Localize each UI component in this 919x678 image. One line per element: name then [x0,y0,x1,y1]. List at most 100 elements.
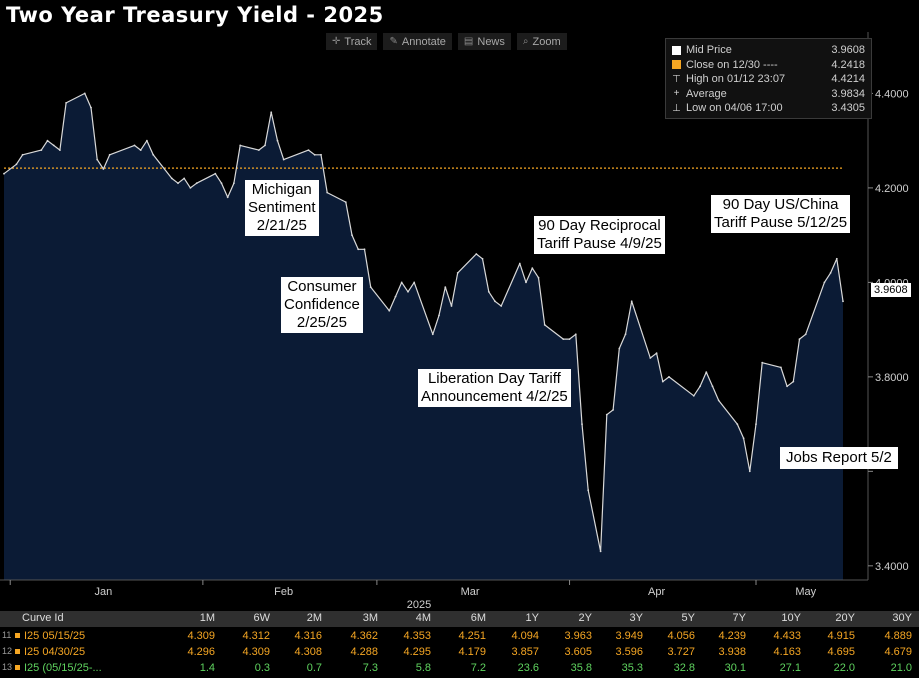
table-cell: 4.316 [294,630,322,642]
data-point [537,276,540,279]
data-point [661,380,664,383]
data-point [276,139,279,142]
data-point [52,144,55,147]
data-point [450,305,453,307]
data-point [195,182,198,185]
legend-swatch [672,45,681,55]
toolbar-zoom-button[interactable]: ⌕ Zoom [516,33,567,50]
data-point [605,413,608,416]
legend-row: Close on 12/30 ---- 4.2418 [672,58,865,72]
y-tick-label: 3.8000 [875,372,909,384]
table-cell: 4.056 [667,630,695,642]
table-cell: 7.2 [470,662,486,674]
data-point [270,111,273,114]
table-cell: 4.889 [884,630,912,642]
table-row[interactable]: 11 I25 05/15/25 4.309 4.312 4.316 4.362 4.353 4… [0,629,919,644]
table-cell: 4.094 [511,630,539,642]
data-point [21,153,24,156]
data-point [326,191,329,194]
data-point [630,300,633,303]
x-tick-label: May [795,586,816,598]
data-point [146,139,148,142]
data-point [786,385,788,388]
table-header-cell: 10Y [781,612,801,624]
data-point [400,281,403,284]
table-cell: 4.309 [242,646,270,658]
data-point [369,286,372,288]
legend-label: Average [686,87,727,100]
data-point [133,144,136,147]
data-point [487,290,490,293]
data-point [444,286,447,288]
toolbar-label: Zoom [532,35,561,48]
legend-value: 3.4305 [831,102,865,114]
data-point [599,550,602,553]
toolbar-news-button[interactable]: ▤ News [457,33,511,50]
table-cell: 4.308 [294,646,322,658]
table-header-cell: 2M [306,612,322,624]
data-point [668,376,670,378]
data-point [189,187,192,189]
toolbar-label: Annotate [401,35,446,48]
table-cell: 30.1 [724,662,746,674]
data-point [264,144,266,147]
data-point [357,248,360,251]
table-cell: I25 04/30/25 [24,646,86,658]
data-point [829,272,832,274]
data-point [568,338,571,340]
table-cell: 4.679 [884,646,912,658]
table-cell: I25 05/15/25 [24,630,86,642]
legend-label: High on 01/12 23:07 [686,73,786,85]
table-cell: 35.8 [570,662,592,674]
table-header-cell: 3Y [629,612,643,624]
data-point [649,357,652,359]
data-point [624,333,627,336]
last-value-badge: 3.9608 [871,283,911,297]
table-cell: 4.312 [242,630,270,642]
table-row[interactable]: 12 I25 04/30/25 4.296 4.309 4.308 4.288 4.295 4… [0,645,919,660]
table-cell: 3.596 [615,646,643,658]
data-point [257,149,260,152]
data-point [307,149,310,152]
data-point [543,324,546,326]
toolbar-annotate-button[interactable]: ✎ Annotate [383,33,452,50]
data-point [65,102,67,104]
chart-canvas[interactable]: 4.40004.20004.00003.80003.4000JanFebMarA… [0,0,919,610]
data-point [233,182,235,185]
data-point [581,423,583,425]
pencil-icon: ✎ [389,36,398,47]
data-point [475,253,478,255]
data-point [183,177,186,180]
data-point [804,333,807,336]
table-cell: 4.179 [458,646,486,658]
data-point [655,352,658,355]
table-cell: 0.3 [254,662,270,674]
table-cell: 0.7 [306,662,322,674]
data-point [239,144,242,147]
chart-toolbar: ✛ Track ✎ Annotate ▤ News ⌕ Zoom [326,33,567,50]
data-point [177,182,179,185]
table-cell: 4.309 [187,630,215,642]
data-point [755,423,757,425]
toolbar-track-button[interactable]: ✛ Track [326,33,378,50]
annotation-line: 90 Day US/China [722,196,839,213]
table-header-cell: 5Y [681,612,695,624]
data-point [313,153,316,156]
data-point [525,281,527,284]
data-point [90,106,92,109]
data-point [500,305,503,307]
x-tick-label: Mar [461,586,480,598]
data-point [736,423,739,425]
table-row[interactable]: 13 I25 (05/15/25-... 1.4 0.3 0.7 7.3 5.8 7.2 23.… [0,661,919,676]
legend-label: Low on 04/06 17:00 [686,102,783,114]
table-cell: 23.6 [517,662,539,674]
data-point [612,409,614,411]
table-cell: 4.295 [403,646,431,658]
data-point [587,489,590,492]
data-point [139,149,142,152]
data-point [226,196,229,199]
table-cell: 27.1 [779,662,801,674]
chart-title: Two Year Treasury Yield - 2025 [6,3,384,27]
table-header-cell: 6M [470,612,486,624]
x-axis-label: 2025 [407,599,431,610]
